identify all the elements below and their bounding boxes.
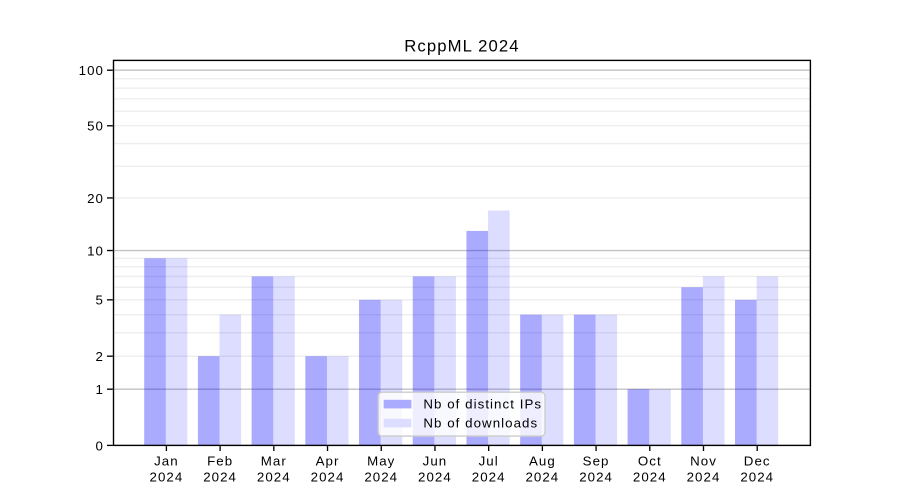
svg-text:2024: 2024: [579, 469, 613, 484]
svg-text:2024: 2024: [150, 469, 184, 484]
svg-text:20: 20: [87, 191, 104, 206]
svg-text:Jan: Jan: [154, 454, 179, 469]
svg-text:2024: 2024: [257, 469, 291, 484]
svg-text:2024: 2024: [687, 469, 721, 484]
svg-text:2024: 2024: [311, 469, 345, 484]
svg-text:2024: 2024: [525, 469, 559, 484]
svg-text:100: 100: [79, 63, 104, 78]
svg-text:Nb of downloads: Nb of downloads: [423, 415, 538, 430]
svg-text:Jul: Jul: [479, 454, 499, 469]
svg-text:1: 1: [96, 382, 104, 397]
svg-text:2: 2: [96, 349, 104, 364]
svg-text:2024: 2024: [418, 469, 452, 484]
svg-text:Jun: Jun: [423, 454, 448, 469]
svg-text:Dec: Dec: [744, 454, 771, 469]
svg-text:Apr: Apr: [316, 454, 340, 469]
svg-text:RcppML 2024: RcppML 2024: [404, 37, 519, 56]
svg-text:Nov: Nov: [690, 454, 717, 469]
svg-text:2024: 2024: [633, 469, 667, 484]
svg-text:Feb: Feb: [207, 454, 233, 469]
svg-text:2024: 2024: [203, 469, 237, 484]
svg-text:Aug: Aug: [529, 454, 556, 469]
svg-text:2024: 2024: [472, 469, 506, 484]
svg-text:5: 5: [96, 293, 104, 308]
svg-text:Mar: Mar: [261, 454, 287, 469]
svg-text:Sep: Sep: [583, 454, 610, 469]
svg-text:Oct: Oct: [638, 454, 662, 469]
svg-text:May: May: [367, 454, 395, 469]
svg-text:10: 10: [87, 243, 104, 258]
svg-text:Nb of distinct IPs: Nb of distinct IPs: [423, 396, 542, 411]
svg-text:0: 0: [96, 438, 104, 453]
svg-text:2024: 2024: [740, 469, 774, 484]
svg-text:50: 50: [87, 119, 104, 134]
svg-text:2024: 2024: [364, 469, 398, 484]
